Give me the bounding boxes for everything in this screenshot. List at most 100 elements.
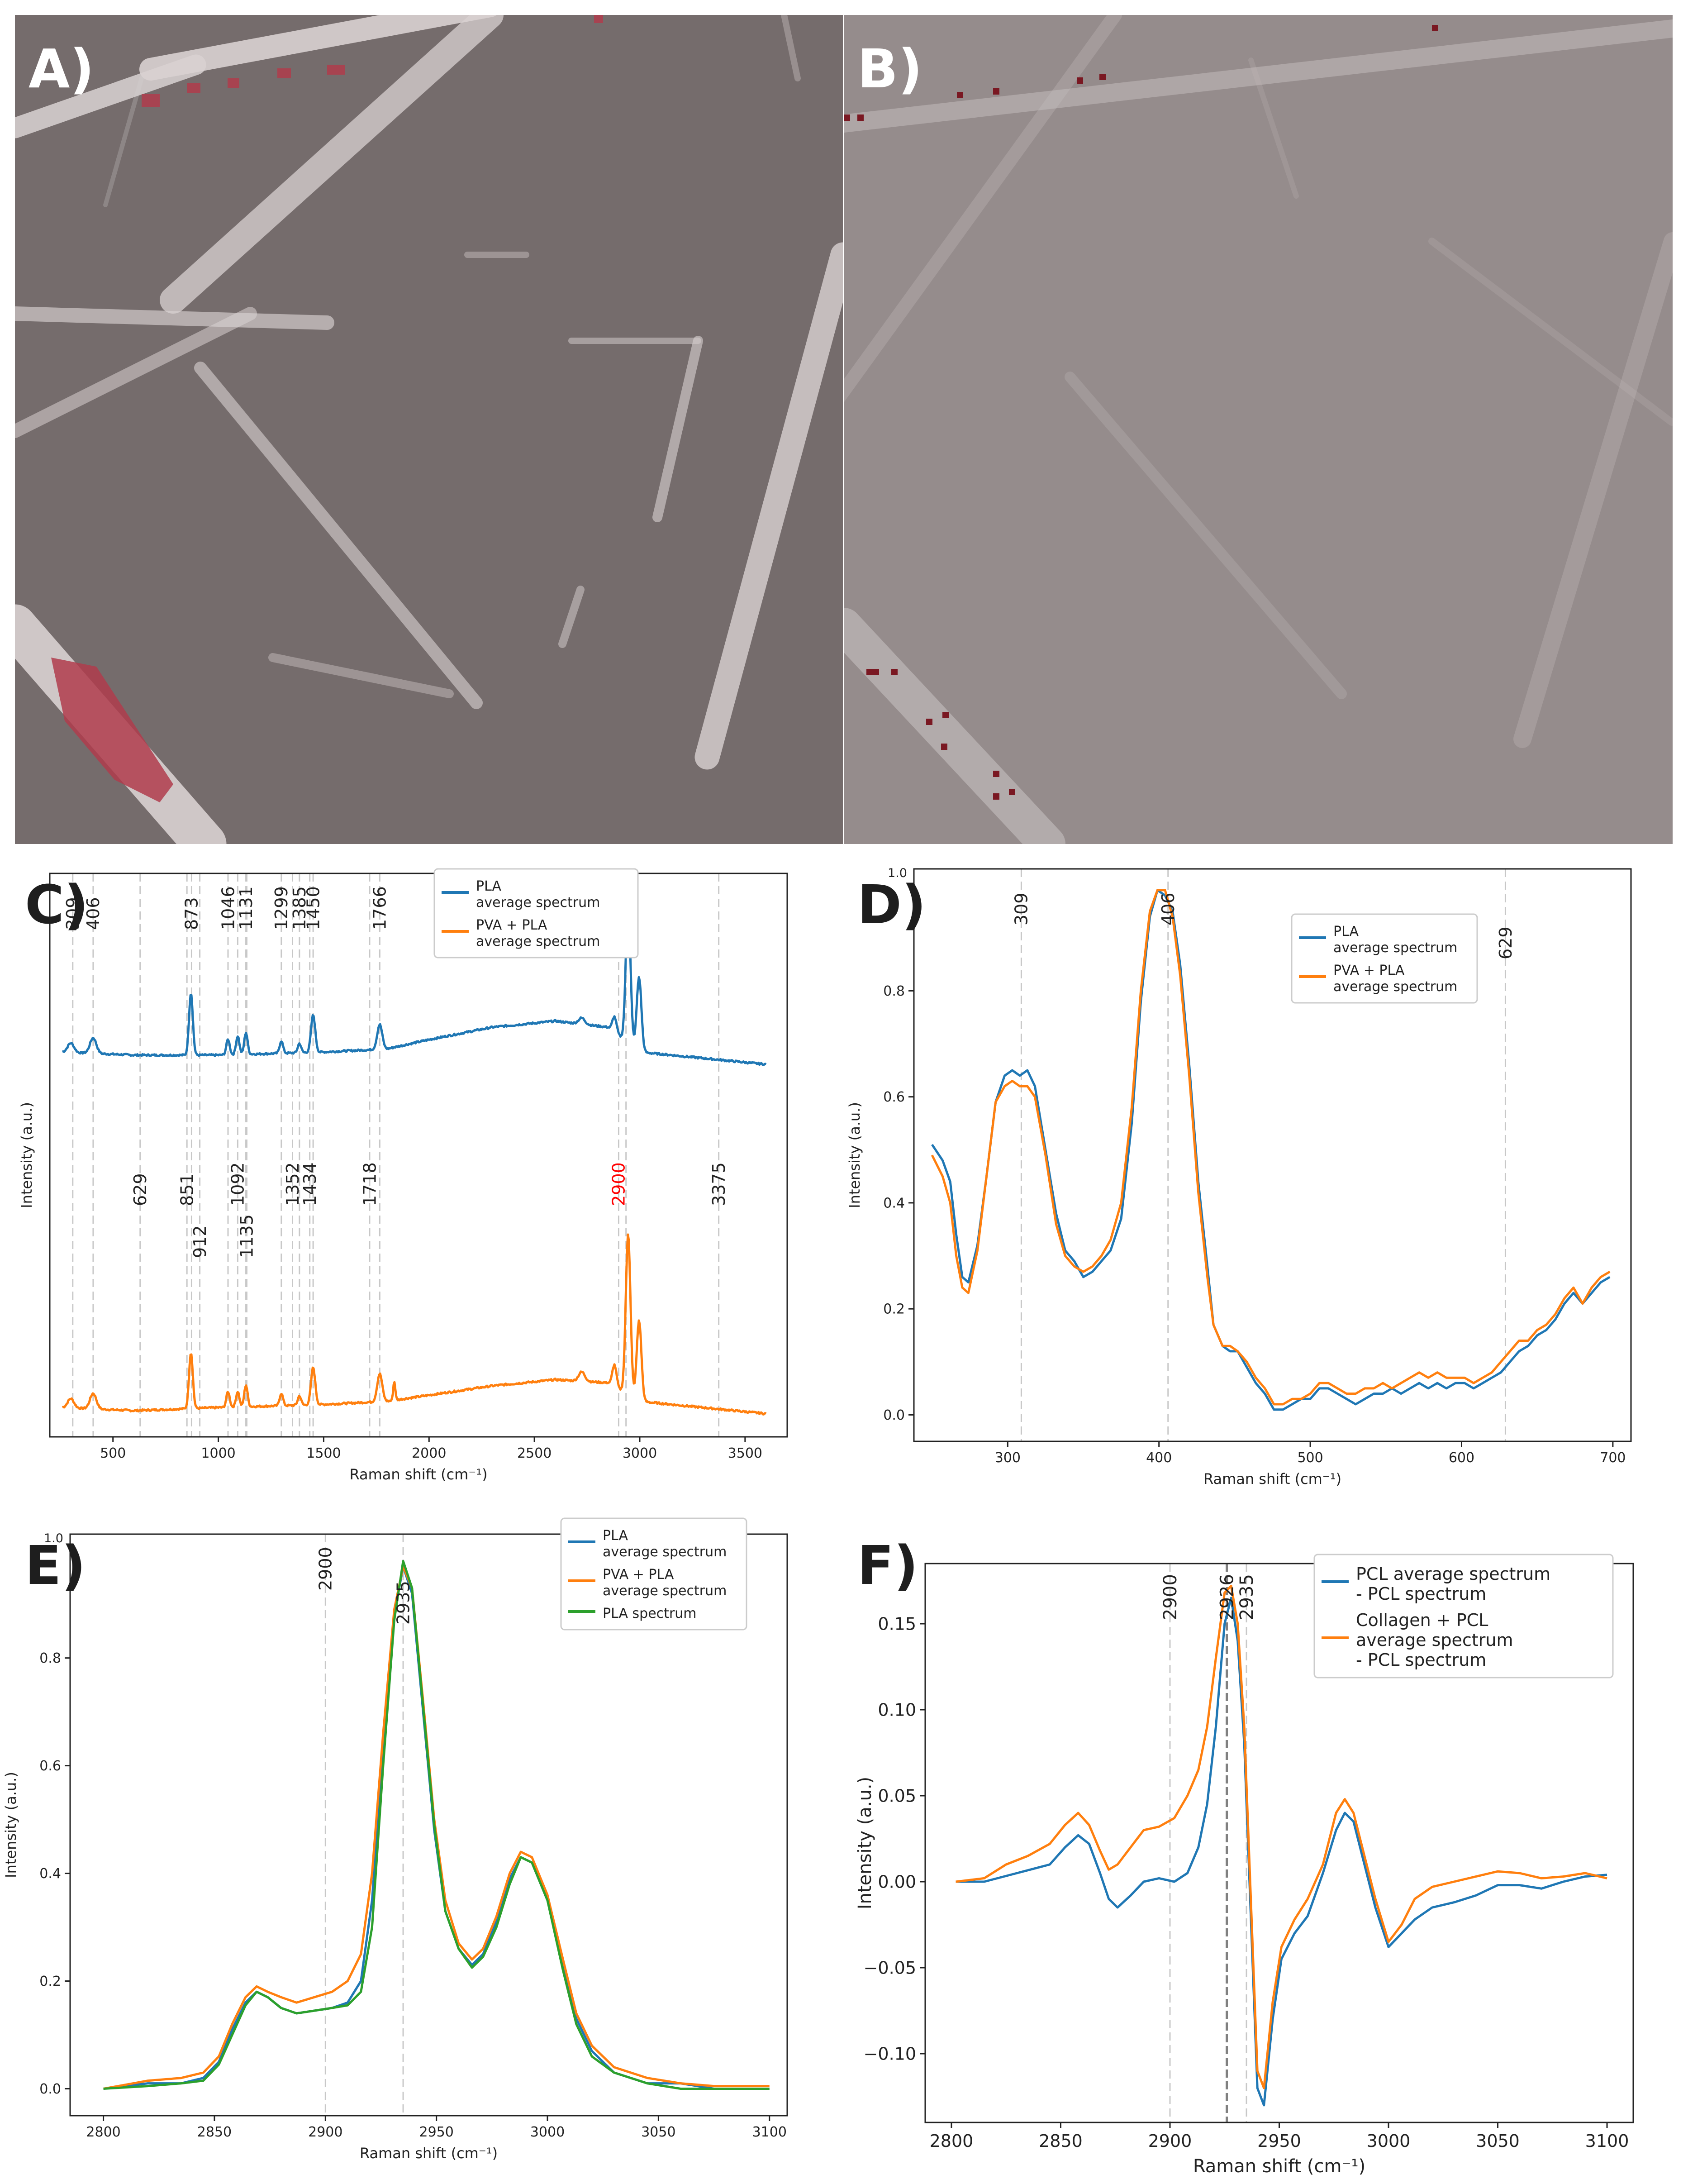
x-axis-label: Raman shift (cm⁻¹) (349, 1466, 487, 1483)
y-tick-label: 0.00 (878, 1872, 916, 1892)
chart-d-svg: 300 400 500 600 700 0.0 0.2 0.4 0.6 0.8 1.0 Raman s… (846, 866, 1632, 1488)
y-tick-label: 0.8 (883, 983, 905, 999)
y-tick-label: 0.10 (878, 1700, 916, 1720)
peak-label-1092: 1092 (228, 1162, 248, 1206)
y-tick-label: −0.05 (864, 1958, 916, 1978)
legend-label: average spectrum (1356, 1630, 1513, 1650)
y-axis-label: Intensity (a.u.) (855, 1777, 875, 1909)
legend-label: average spectrum (1333, 979, 1457, 995)
legend-box (1313, 1554, 1614, 1679)
peak-label-309: 309 (63, 897, 83, 930)
x-tick-label: 3500 (728, 1445, 762, 1461)
x-tick-label: 2500 (517, 1445, 552, 1461)
panel-f-chart: 2800 2850 2900 2950 3000 3050 3100 −0.10 −0.05 0.… (844, 1509, 1688, 2182)
y-tick-label: 0.6 (883, 1089, 905, 1105)
panel-label-f: F) (857, 1534, 918, 1597)
x-tick-label: 2900 (308, 2124, 342, 2140)
x-tick-label: 2800 (86, 2124, 120, 2140)
series-line-D-1 (931, 889, 1611, 1406)
x-tick-label: 1000 (201, 1445, 235, 1461)
y-tick-label: 0.0 (39, 2081, 61, 2097)
peak-label-1385: 1385 (290, 886, 309, 930)
x-tick-label: 2850 (197, 2124, 232, 2140)
x-axis-label: Raman shift (cm⁻¹) (360, 2145, 498, 2162)
y-tick-label: 0.4 (39, 1866, 61, 1882)
x-tick-label: 2950 (1257, 2131, 1301, 2151)
x-tick-label: 3000 (623, 1445, 657, 1461)
peak-label-1135: 1135 (237, 1214, 257, 1258)
x-tick-label: 500 (100, 1445, 126, 1461)
x-axis-label: Raman shift (cm⁻¹) (1193, 2156, 1365, 2177)
legend-label: PLA (603, 1528, 628, 1544)
panel-label-a: A) (29, 38, 95, 100)
panel-b-image: B) (844, 15, 1673, 844)
legend-label: - PCL spectrum (1356, 1650, 1486, 1670)
panel-b-fibers (844, 15, 1673, 844)
x-tick-label: 1500 (306, 1445, 341, 1461)
legend-label: average spectrum (476, 934, 600, 949)
plot-area-D: 300 400 500 600 700 0.0 0.2 0.4 0.6 0.8 1.0 Raman s… (846, 866, 1632, 1488)
y-axis-label: Intensity (a.u.) (18, 1102, 35, 1208)
x-axis-label: Raman shift (cm⁻¹) (1203, 1470, 1341, 1488)
peak-label-629: 629 (130, 1173, 150, 1206)
axes-frame-C (49, 873, 788, 1438)
x-tick-label: 700 (1600, 1450, 1626, 1466)
legend-label: PLA spectrum (603, 1606, 697, 1621)
series-line-C-1 (62, 1233, 767, 1416)
chart-f-svg: 2800 2850 2900 2950 3000 3050 3100 −0.10 −0.05 0.… (855, 1554, 1634, 2177)
legend-label: PLA (1333, 924, 1359, 939)
y-tick-label: 0.05 (878, 1786, 916, 1806)
legend-label: PVA + PLA (1333, 963, 1405, 978)
panel-label-e: E) (25, 1534, 86, 1597)
y-tick-label: 0.15 (878, 1614, 916, 1634)
peak-label-1766: 1766 (370, 886, 390, 930)
plot-area-E: 2800 2850 2900 2950 3000 3050 3100 0.0 0.2 0.4 0.6… (2, 1531, 788, 2162)
y-tick-label-top: 1.0 (888, 866, 907, 880)
x-tick-label: 600 (1449, 1450, 1474, 1466)
panel-a-image: A) (15, 15, 843, 844)
series-line-E-2 (103, 1560, 770, 2090)
y-tick-label: 0.8 (39, 1650, 61, 1666)
peak-label-1352: 1352 (283, 1162, 303, 1206)
peak-label-2900: 2900 (316, 1547, 336, 1591)
peak-label-2935: 2935 (1236, 1574, 1257, 1620)
plot-area-C: 500 1000 1500 2000 2500 3000 3500 Raman shift (… (18, 873, 788, 1483)
peak-label-912: 912 (190, 1225, 210, 1258)
x-tick-label: 3050 (1476, 2131, 1520, 2151)
peak-label-2900: 2900 (609, 1162, 629, 1206)
panel-c-chart: 500 1000 1500 2000 2500 3000 3500 Raman shift (… (0, 849, 844, 1509)
series-line-F-1 (956, 1584, 1607, 2089)
panel-label-d: D) (857, 873, 926, 936)
panel-label-b: B) (857, 38, 922, 100)
series-line-F-0 (956, 1597, 1607, 2107)
panel-d-chart: 300 400 500 600 700 0.0 0.2 0.4 0.6 0.8 1.0 Raman s… (844, 849, 1688, 1509)
series-line-D-0 (931, 889, 1611, 1411)
peak-label-1046: 1046 (218, 886, 238, 930)
x-tick-label: 3050 (641, 2124, 675, 2140)
peak-label-629: 629 (1496, 926, 1516, 959)
panel-a-fibers (15, 15, 843, 844)
x-tick-label: 500 (1297, 1450, 1323, 1466)
peak-label-1434: 1434 (300, 1162, 320, 1206)
peak-label-2900: 2900 (1160, 1574, 1181, 1620)
x-tick-label: 3000 (530, 2124, 565, 2140)
y-tick-label: 0.2 (883, 1302, 905, 1317)
y-tick-label: 0.2 (39, 1974, 61, 1989)
legend-box (560, 1517, 747, 1631)
x-tick-label: 2000 (412, 1445, 446, 1461)
peak-label-2926: 2926 (1217, 1574, 1238, 1620)
x-tick-label: 2800 (930, 2131, 974, 2151)
x-tick-label: 3100 (1585, 2131, 1629, 2151)
peak-label-406: 406 (83, 897, 103, 930)
axes-frame-E (69, 1533, 788, 2117)
peak-label-1131: 1131 (236, 886, 256, 930)
x-tick-label: 2850 (1039, 2131, 1083, 2151)
peak-label-1299: 1299 (271, 886, 291, 930)
chart-e-svg: 2800 2850 2900 2950 3000 3050 3100 0.0 0.2 0.4 0.6… (2, 1517, 788, 2162)
legend-box (1291, 913, 1478, 1004)
peak-label-1718: 1718 (360, 1162, 380, 1206)
y-tick-label: 0.6 (39, 1758, 61, 1774)
legend-label: PVA + PLA (476, 917, 547, 933)
